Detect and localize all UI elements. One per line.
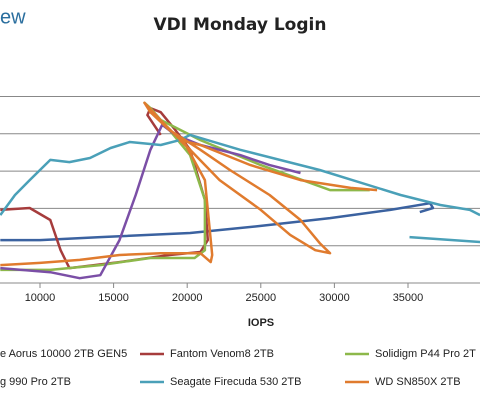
brand-logo: ew: [0, 6, 26, 28]
chart-title: VDI Monday Login: [154, 15, 327, 35]
legend-label: WD SN850X 2TB: [375, 376, 461, 388]
series-line: [0, 201, 435, 242]
series-line: [0, 101, 378, 267]
x-tick-label: 10000: [25, 292, 56, 304]
x-tick-label: 15000: [98, 292, 129, 304]
legend-label: e Aorus 10000 2TB GEN5: [0, 348, 127, 360]
legend-label: Seagate Firecuda 530 2TB: [170, 376, 301, 388]
x-tick-label: 20000: [172, 292, 203, 304]
x-tick-label: 25000: [245, 292, 276, 304]
series-line: [0, 123, 301, 280]
series-line: [0, 106, 210, 270]
x-tick-label: 35000: [393, 292, 424, 304]
series-line: [0, 101, 370, 272]
x-axis-label: IOPS: [248, 317, 274, 329]
legend-label: Solidigm P44 Pro 2T: [375, 348, 476, 360]
legend-label: Fantom Venom8 2TB: [170, 348, 274, 360]
x-tick-label: 30000: [319, 292, 350, 304]
series-line: [0, 133, 480, 244]
legend-label: g 990 Pro 2TB: [0, 376, 71, 388]
